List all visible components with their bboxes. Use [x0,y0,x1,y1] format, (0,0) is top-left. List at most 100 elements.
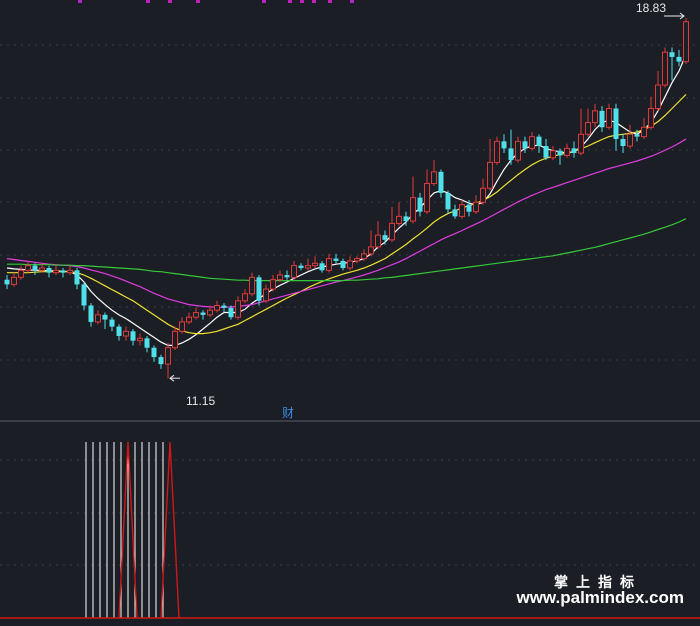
candle-9 [67,265,73,276]
candle-63 [445,190,451,215]
candle-13 [95,310,101,325]
candle-54 [382,230,388,245]
candle-body-42 [298,265,304,268]
candle-77 [543,138,549,161]
candle-body-4 [32,265,38,271]
candle-body-63 [445,192,451,210]
candle-body-25 [179,321,185,332]
candle-92 [648,96,654,130]
candle-3 [25,260,31,273]
candle-body-62 [438,171,444,193]
annotation-layer [169,12,685,382]
candle-39 [277,270,283,283]
high-price-label: 18.83 [636,1,667,15]
candle-body-14 [102,314,108,320]
candle-27 [193,307,199,320]
candle-25 [179,317,185,334]
candle-1 [11,272,17,287]
candle-75 [529,131,535,151]
candle-body-64 [452,209,458,217]
candle-83 [585,108,591,137]
candle-body-43 [305,265,311,269]
candle-body-47 [333,258,339,261]
candle-43 [305,258,311,271]
moving-average-layer [6,54,687,346]
candle-body-29 [207,309,213,316]
candle-body-15 [109,319,115,327]
candle-17 [123,326,129,341]
candle-2 [18,265,24,280]
candle-body-57 [403,216,409,222]
top-mark-4 [262,0,266,3]
candle-94 [662,47,668,88]
candle-body-8 [60,270,66,273]
candle-8 [60,267,66,278]
candle-56 [396,202,402,226]
candle-body-16 [116,326,122,336]
candle-body-66 [466,204,472,212]
candle-46 [326,253,332,273]
candle-85 [599,106,605,132]
candle-body-34 [242,293,248,302]
candle-body-68 [480,187,486,203]
grid-layer [0,44,700,566]
candle-47 [333,253,339,264]
candle-body-20 [144,338,150,348]
candle-26 [186,312,192,325]
top-mark-0 [78,0,82,3]
candle-60 [424,169,430,215]
candle-body-2 [18,269,24,278]
candle-body-96 [676,56,682,62]
candle-body-97 [683,21,689,63]
candle-93 [655,70,661,111]
candle-body-53 [375,234,381,248]
candle-body-36 [256,277,262,301]
candle-body-69 [487,161,493,189]
candle-body-74 [522,141,528,149]
candle-28 [200,310,206,320]
candle-body-85 [599,110,605,128]
candle-body-40 [284,275,290,278]
candle-body-61 [431,171,437,185]
candle-body-0 [4,279,10,285]
candle-body-71 [501,141,507,149]
candle-72 [508,129,514,165]
candle-body-76 [536,136,542,147]
high-arrow-head [679,12,685,20]
candle-body-49 [347,260,353,269]
top-mark-9 [350,0,354,3]
candle-69 [487,138,493,191]
candle-70 [494,136,500,165]
candle-16 [116,324,122,341]
candle-68 [480,178,486,205]
candle-7 [53,265,59,276]
candle-body-44 [312,262,318,267]
candle-body-75 [529,136,535,149]
candle-65 [459,199,465,219]
candle-body-9 [67,269,73,274]
candle-body-1 [11,276,17,285]
candle-15 [109,317,115,332]
candle-95 [669,47,675,81]
candle-body-52 [368,246,374,255]
candle-50 [354,256,360,264]
candle-body-59 [417,197,423,212]
candle-body-24 [172,330,178,349]
candle-66 [466,199,472,217]
top-mark-3 [196,0,200,3]
top-mark-6 [300,0,304,3]
candle-91 [641,117,647,139]
top-mark-8 [328,0,332,3]
candle-body-56 [396,215,402,224]
candle-body-7 [53,269,59,274]
watermark-url: www.palmindex.com [516,588,684,607]
candle-body-32 [228,307,234,318]
candle-body-38 [270,279,276,290]
ma-line-2 [7,93,687,335]
top-mark-1 [146,0,150,3]
candle-body-10 [74,270,80,285]
candle-52 [368,230,374,257]
candle-body-89 [627,133,633,147]
candle-78 [550,146,556,161]
candle-body-72 [508,148,514,161]
